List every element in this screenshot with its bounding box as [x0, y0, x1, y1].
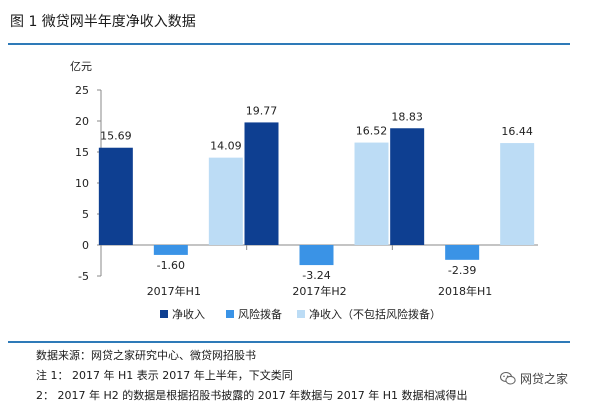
note-1: 注 1： 2017 年 H1 表示 2017 年上半年，下文类同 [36, 369, 293, 382]
category-label: 2018年H1 [438, 284, 492, 298]
note-2: 2： 2017 年 H2 的数据是根据招股书披露的 2017 年数据与 2017… [36, 389, 468, 402]
legend-swatch [297, 310, 305, 318]
legend-swatch [226, 310, 234, 318]
bottom-rule [8, 341, 570, 343]
category-label: 2017年H1 [147, 284, 201, 298]
y-tick-label: 20 [75, 115, 89, 128]
y-tick-label: 5 [82, 208, 89, 221]
legend-label: 净收入（不包括风险拨备） [309, 307, 441, 321]
legend-label: 净收入 [172, 307, 205, 321]
bar [354, 142, 389, 245]
data-label: -1.60 [157, 259, 185, 272]
watermark-text: 网贷之家 [520, 372, 569, 386]
data-label: 14.09 [210, 140, 242, 153]
y-tick-label: 10 [75, 177, 89, 190]
top-rule [8, 43, 570, 45]
y-axis-unit-label: 亿元 [70, 60, 92, 73]
data-label: 19.77 [246, 104, 278, 117]
legend-label: 风险拨备 [238, 307, 282, 321]
data-label: 15.69 [100, 130, 132, 143]
data-label: -2.39 [448, 264, 476, 277]
bar [208, 157, 243, 245]
data-label: 16.44 [501, 125, 533, 138]
y-tick-label: -5 [78, 270, 89, 283]
data-label: 18.83 [391, 110, 423, 123]
source-note: 数据来源：网贷之家研究中心、微贷网招股书 [36, 349, 256, 362]
bar-chart: 亿元 -5 0 5 10 15 20 25 2017年H1 15.69 -1.60 14.09 2017… [70, 60, 538, 321]
bar [500, 143, 535, 245]
legend-swatch [160, 310, 168, 318]
bar [299, 245, 334, 266]
notes-block: 数据来源：网贷之家研究中心、微贷网招股书 注 1： 2017 年 H1 表示 2… [36, 346, 468, 406]
y-tick-label: 25 [75, 84, 89, 97]
bar [244, 122, 279, 245]
bar [98, 147, 133, 245]
wechat-icon [500, 372, 516, 385]
y-tick-label: 15 [75, 146, 89, 159]
category-label: 2017年H2 [292, 284, 346, 298]
data-label: -3.24 [302, 269, 330, 282]
watermark: 网贷之家 [500, 370, 568, 387]
bar [153, 245, 188, 255]
bar [445, 245, 480, 260]
figure-title: 图 1 微贷网半年度净收入数据 [10, 14, 196, 30]
bar [390, 128, 425, 245]
y-tick-label: 0 [82, 239, 89, 252]
data-label: 16.52 [356, 125, 388, 138]
